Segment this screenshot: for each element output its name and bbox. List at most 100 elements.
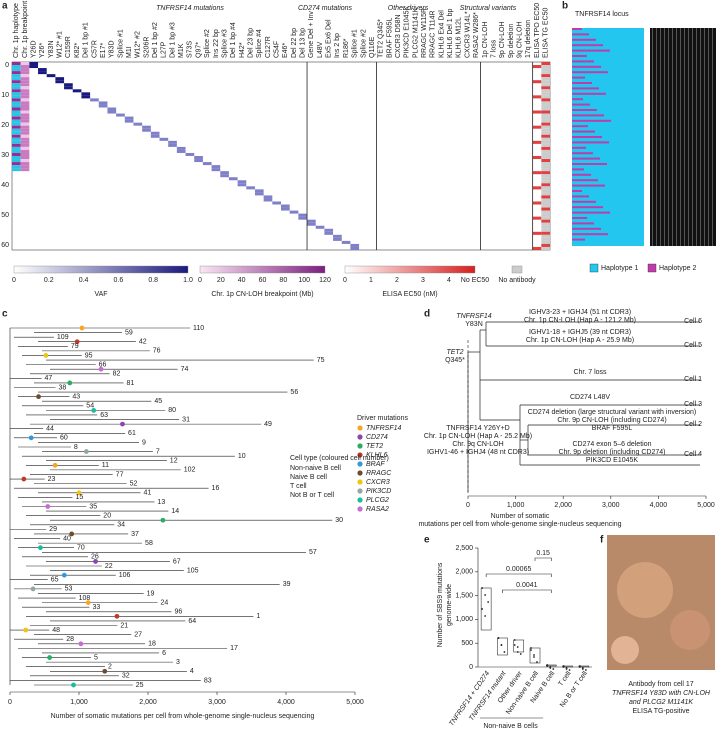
elisa-cell: [541, 231, 550, 235]
haplotype-stripe: [572, 184, 605, 187]
tip-label: 7: [156, 448, 160, 455]
breakpoint-cell: [20, 128, 30, 132]
legend-label: PIK3CD: [366, 488, 391, 495]
legend-dot: [357, 425, 363, 431]
column-group: Other drivers: [388, 5, 429, 12]
tip-label: 23: [48, 476, 56, 483]
haplotype-stripe: [572, 82, 592, 84]
mutation-cell: [324, 228, 334, 232]
tip-label: 74: [181, 366, 189, 373]
elisa-cell: [541, 222, 550, 226]
mutation-cell: [98, 104, 108, 108]
elisa-cell: [541, 149, 550, 153]
mutation-cell: [202, 162, 212, 166]
haplotype-stripe: [572, 222, 594, 225]
breakpoint-cell: [20, 149, 30, 153]
haplotype-cell: [12, 152, 21, 156]
column-label: 1p CN-LOH: [482, 21, 489, 58]
legend-bar: [199, 265, 326, 274]
elisa-cell: [541, 192, 550, 196]
breakpoint-cell: [20, 95, 30, 99]
mutation-cell: [350, 246, 360, 250]
legend-title: Chr. 1p CN-LOH breakpoint (Mb): [211, 291, 313, 298]
x-tick-label: 3,000: [208, 699, 226, 706]
haplotype-stripe: [572, 55, 587, 57]
haplotype-cell: [12, 101, 21, 105]
elisa-cell: [541, 219, 550, 223]
point: [481, 608, 484, 610]
x-tick-label: 5,000: [346, 699, 364, 706]
mutation-cell: [124, 116, 134, 120]
breakpoint-cell: [20, 156, 30, 160]
legend-tick-label: 0: [343, 277, 347, 284]
column-label: 9p CN-LOH: [499, 21, 506, 58]
driver-dot: [69, 531, 75, 537]
point: [513, 644, 516, 646]
driver-dot: [36, 394, 41, 400]
point: [481, 587, 484, 589]
elisa-cell: [541, 162, 550, 166]
elisa-cell: [541, 207, 550, 211]
breakpoint-cell: [20, 101, 30, 105]
column-label: ELISA TG EC50: [543, 7, 550, 58]
haplotype-stripe: [572, 211, 610, 214]
tip-label: 35: [89, 503, 97, 510]
point: [487, 601, 490, 603]
breakpoint-cell: [20, 68, 30, 72]
column-label: 9q CN-LOH: [516, 21, 523, 58]
haplotype-stripe: [572, 38, 596, 41]
y-tick-label: 1,000: [455, 616, 473, 623]
point: [552, 668, 555, 670]
column-label: M1K: [178, 43, 185, 58]
tip-label: 59: [125, 329, 133, 336]
haplotype-stripe: [572, 114, 604, 117]
tip-label: 21: [120, 622, 128, 629]
column-label: Del 1 bp #1: [83, 22, 90, 58]
driver-dot: [76, 490, 82, 496]
column-label: C159R: [65, 36, 72, 58]
elisa-cell: [541, 98, 550, 102]
y-tick-label: 500: [461, 640, 473, 647]
mutation-cell: [281, 204, 290, 208]
x-tick-label: 0: [8, 699, 12, 706]
mutation-cell: [333, 234, 342, 238]
column-label: Splice #2: [360, 29, 367, 58]
point: [503, 651, 506, 653]
elisa-cell: [541, 189, 550, 193]
cell-label: Cell 2: [684, 421, 702, 428]
read-image: [650, 28, 716, 246]
elisa-cell: [532, 216, 542, 220]
haplotype-stripe: [572, 157, 600, 160]
elisa-cell: [541, 143, 550, 147]
breakpoint-cell: [20, 77, 30, 81]
column-label: C127R: [265, 36, 272, 58]
breakpoint-cell: [20, 86, 30, 90]
tip-label: 82: [113, 371, 121, 378]
haplotype-cell: [12, 95, 21, 99]
legend-label: Haplotype 2: [659, 265, 696, 272]
mutation-cell: [194, 156, 203, 160]
legend-title: Cell type (coloured cell number): [290, 455, 389, 462]
tip-label: 1: [256, 613, 260, 620]
tip-label: 65: [51, 577, 59, 584]
legend-label: Naive B cell: [290, 474, 327, 481]
column-label: S73S: [187, 41, 194, 58]
x-tick-label: 1,000: [507, 502, 525, 509]
branch-label: IGHV3-23 + IGHJ4 (51 nt CDR3): [529, 309, 631, 316]
haplotype-cell: [12, 86, 21, 90]
haplotype-cell: [12, 98, 21, 102]
x-tick-label: 2,000: [554, 502, 572, 509]
tip-label: 49: [264, 421, 272, 428]
mutation-cell: [142, 125, 151, 129]
box: [562, 665, 573, 668]
mutation-cell: [133, 122, 143, 126]
tip-label: 11: [102, 462, 109, 469]
panel-label: b: [562, 1, 568, 12]
legend-label: T cell: [290, 483, 307, 490]
legend-tick-label: 100: [298, 277, 310, 284]
elisa-cell: [541, 131, 550, 135]
mutation-cell: [55, 77, 65, 81]
column-label: CXCR3 D58N: [395, 14, 402, 58]
legend-dot: [357, 443, 363, 449]
haplotype-stripe: [572, 190, 582, 192]
